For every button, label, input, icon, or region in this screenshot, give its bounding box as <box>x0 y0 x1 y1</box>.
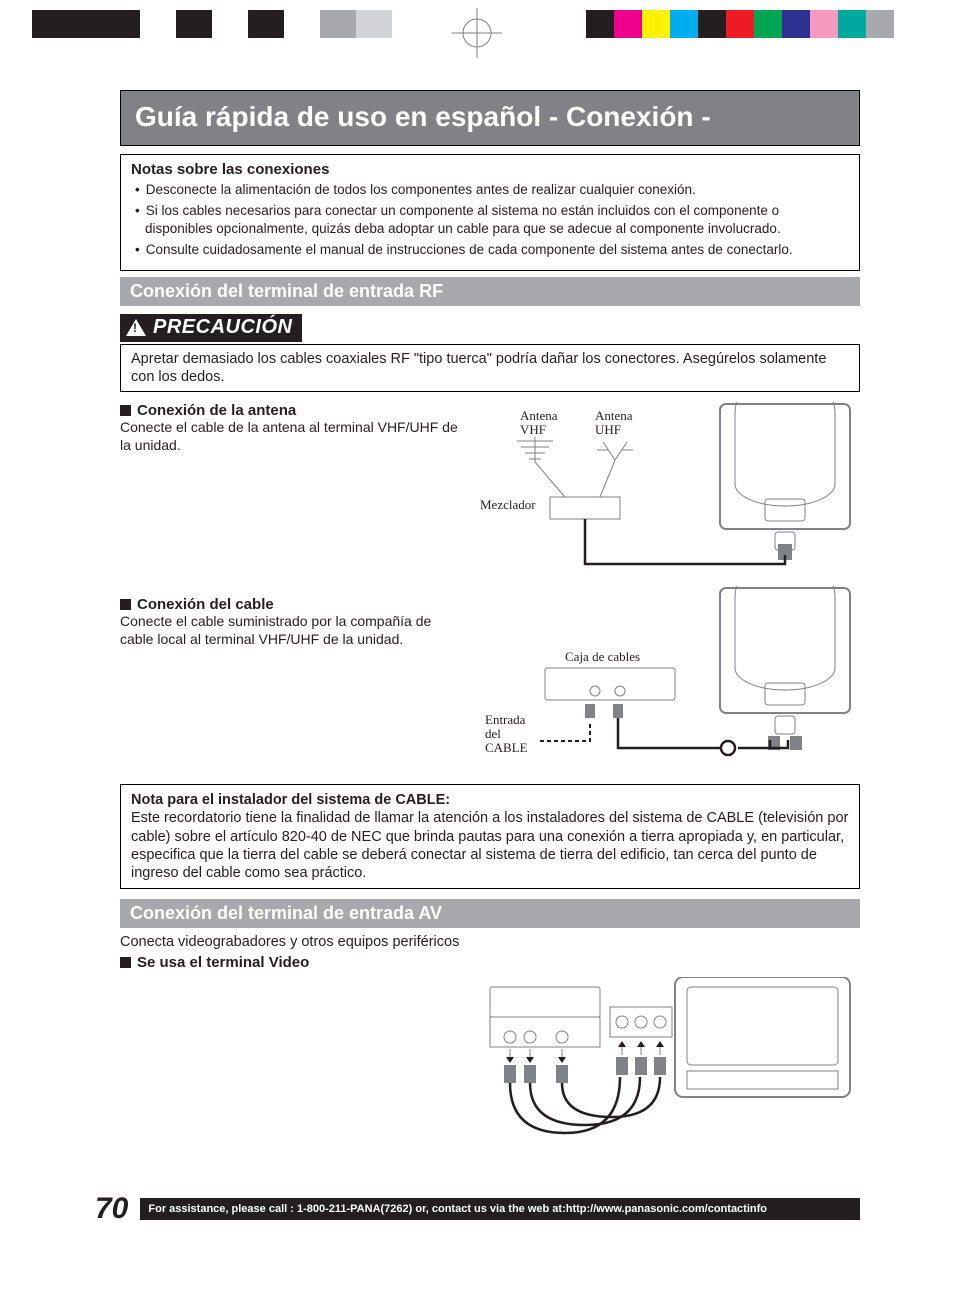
note-item: Consulte cuidadosamente el manual de ins… <box>135 241 849 258</box>
svg-text:UHF: UHF <box>595 422 621 437</box>
av-intro: Conecta videograbadores y otros equipos … <box>120 934 860 950</box>
page-number: 70 <box>95 1192 128 1226</box>
note-item: Si los cables necesarios para conectar u… <box>135 202 849 237</box>
precaution-text: Apretar demasiado los cables coaxiales R… <box>120 344 860 392</box>
note-item: Desconecte la alimentación de todos los … <box>135 181 849 198</box>
antenna-body: Conecte el cable de la antena al termina… <box>120 419 465 454</box>
video-heading: Se usa el terminal Video <box>120 954 860 971</box>
label-uhf: Antena <box>595 408 633 423</box>
section-rf-bar: Conexión del terminal de entrada RF <box>120 277 860 306</box>
section-av-bar: Conexión del terminal de entrada AV <box>120 899 860 928</box>
svg-text:del: del <box>485 726 501 741</box>
installer-note: Nota para el instalador del sistema de C… <box>120 784 860 889</box>
warning-icon <box>126 319 146 336</box>
svg-text:VHF: VHF <box>520 422 546 437</box>
cable-diagram: Caja de cables Entrada del CABLE <box>465 586 860 776</box>
footer-assist: For assistance, please call : 1-800-211-… <box>140 1198 860 1220</box>
crosshair-icon <box>452 8 502 58</box>
cable-heading: Conexión del cable <box>120 596 465 613</box>
page-title: Guía rápida de uso en español - Conexión… <box>120 90 860 146</box>
label-vhf: Antena <box>520 408 558 423</box>
antenna-diagram: Antena VHF Antena UHF Mezclador <box>465 402 860 582</box>
connection-notes: Notas sobre las conexiones Desconecte la… <box>120 154 860 271</box>
print-registration <box>0 10 954 50</box>
label-cablebox: Caja de cables <box>565 649 640 664</box>
cable-body: Conecte el cable suministrado por la com… <box>120 613 465 648</box>
label-mixer: Mezclador <box>480 497 536 512</box>
av-diagram <box>120 977 860 1157</box>
label-cable-in: Entrada <box>485 712 526 727</box>
precaution-label-text: PRECAUCIÓN <box>153 316 292 339</box>
antenna-heading: Conexión de la antena <box>120 402 465 419</box>
notes-heading: Notas sobre las conexiones <box>131 161 849 178</box>
precaution-badge: PRECAUCIÓN <box>120 314 302 342</box>
svg-text:CABLE: CABLE <box>485 740 528 755</box>
